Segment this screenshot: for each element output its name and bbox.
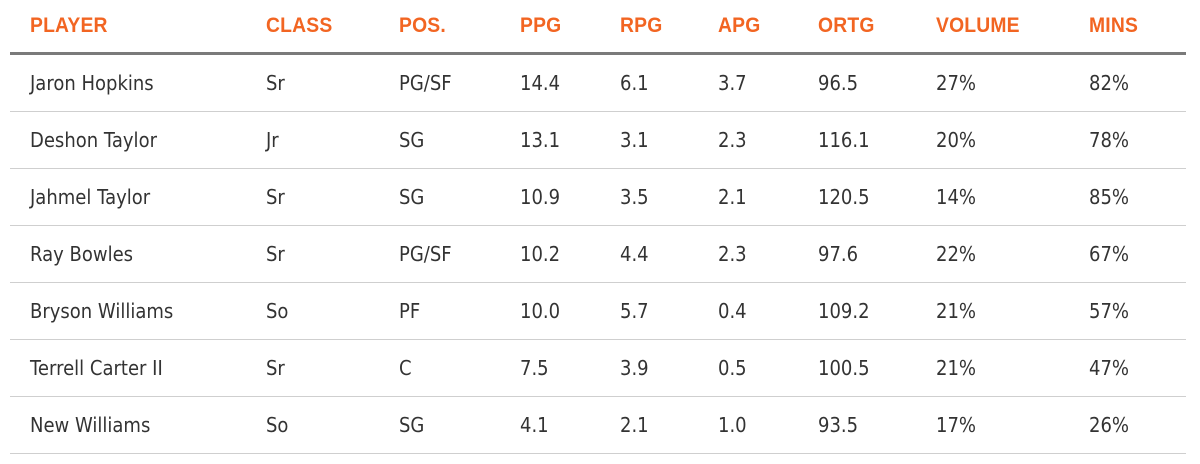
position-cell: SG (399, 128, 425, 152)
column-header-position: POS. (399, 14, 446, 37)
position-cell: C (399, 356, 412, 380)
volume-cell: 14% (936, 185, 977, 209)
table-row: Jahmel Taylor Sr SG 10.9 3.5 2.1 120.5 1… (10, 169, 1186, 226)
class-cell: Sr (266, 71, 285, 95)
column-header-rpg: RPG (620, 14, 663, 37)
column-header-player: PLAYER (30, 14, 108, 37)
player-name-cell: Terrell Carter II (30, 356, 163, 380)
volume-cell: 27% (936, 71, 977, 95)
ortg-cell: 109.2 (818, 299, 870, 323)
ortg-cell: 93.5 (818, 413, 859, 437)
class-cell: So (266, 299, 289, 323)
class-cell: Sr (266, 242, 285, 266)
table-row: Ray Bowles Sr PG/SF 10.2 4.4 2.3 97.6 22… (10, 226, 1186, 283)
ppg-cell: 7.5 (520, 356, 549, 380)
ppg-cell: 10.0 (520, 299, 561, 323)
position-cell: SG (399, 185, 425, 209)
mins-cell: 47% (1089, 356, 1130, 380)
position-cell: SG (399, 413, 425, 437)
apg-cell: 0.4 (718, 299, 747, 323)
rpg-cell: 3.1 (620, 128, 649, 152)
rpg-cell: 4.4 (620, 242, 649, 266)
position-cell: PG/SF (399, 71, 452, 95)
player-name-cell: Jahmel Taylor (30, 185, 151, 209)
mins-cell: 67% (1089, 242, 1130, 266)
player-name-cell: New Williams (30, 413, 151, 437)
column-header-apg: APG (718, 14, 761, 37)
apg-cell: 0.5 (718, 356, 747, 380)
rpg-cell: 2.1 (620, 413, 649, 437)
column-header-mins: MINS (1089, 14, 1139, 37)
class-cell: So (266, 413, 289, 437)
rpg-cell: 5.7 (620, 299, 649, 323)
position-cell: PG/SF (399, 242, 452, 266)
table-row: Jaron Hopkins Sr PG/SF 14.4 6.1 3.7 96.5… (10, 55, 1186, 112)
volume-cell: 20% (936, 128, 977, 152)
ppg-cell: 13.1 (520, 128, 561, 152)
ppg-cell: 14.4 (520, 71, 561, 95)
player-name-cell: Deshon Taylor (30, 128, 157, 152)
ortg-cell: 97.6 (818, 242, 859, 266)
mins-cell: 85% (1089, 185, 1130, 209)
rpg-cell: 3.5 (620, 185, 649, 209)
ortg-cell: 120.5 (818, 185, 870, 209)
rpg-cell: 6.1 (620, 71, 649, 95)
table-row: Deshon Taylor Jr SG 13.1 3.1 2.3 116.1 2… (10, 112, 1186, 169)
player-name-cell: Jaron Hopkins (30, 71, 154, 95)
ppg-cell: 10.2 (520, 242, 561, 266)
class-cell: Sr (266, 356, 285, 380)
mins-cell: 57% (1089, 299, 1130, 323)
player-name-cell: Ray Bowles (30, 242, 134, 266)
volume-cell: 17% (936, 413, 977, 437)
column-header-class: CLASS (266, 14, 333, 37)
player-name-cell: Bryson Williams (30, 299, 174, 323)
column-header-volume: VOLUME (936, 14, 1020, 37)
mins-cell: 82% (1089, 71, 1130, 95)
player-stats-table: PLAYER CLASS POS. PPG RPG APG ORTG VOLUM… (10, 0, 1186, 454)
ppg-cell: 10.9 (520, 185, 561, 209)
apg-cell: 2.3 (718, 128, 747, 152)
ortg-cell: 96.5 (818, 71, 859, 95)
position-cell: PF (399, 299, 421, 323)
table-header-row: PLAYER CLASS POS. PPG RPG APG ORTG VOLUM… (10, 0, 1186, 55)
column-header-ortg: ORTG (818, 14, 875, 37)
apg-cell: 3.7 (718, 71, 747, 95)
class-cell: Sr (266, 185, 285, 209)
apg-cell: 2.1 (718, 185, 747, 209)
class-cell: Jr (266, 128, 279, 152)
ortg-cell: 100.5 (818, 356, 870, 380)
column-header-ppg: PPG (520, 14, 562, 37)
apg-cell: 1.0 (718, 413, 747, 437)
volume-cell: 21% (936, 299, 977, 323)
table-row: New Williams So SG 4.1 2.1 1.0 93.5 17% … (10, 397, 1186, 454)
apg-cell: 2.3 (718, 242, 747, 266)
ppg-cell: 4.1 (520, 413, 549, 437)
mins-cell: 26% (1089, 413, 1130, 437)
volume-cell: 21% (936, 356, 977, 380)
table-row: Terrell Carter II Sr C 7.5 3.9 0.5 100.5… (10, 340, 1186, 397)
ortg-cell: 116.1 (818, 128, 870, 152)
mins-cell: 78% (1089, 128, 1130, 152)
table-row: Bryson Williams So PF 10.0 5.7 0.4 109.2… (10, 283, 1186, 340)
rpg-cell: 3.9 (620, 356, 649, 380)
volume-cell: 22% (936, 242, 977, 266)
